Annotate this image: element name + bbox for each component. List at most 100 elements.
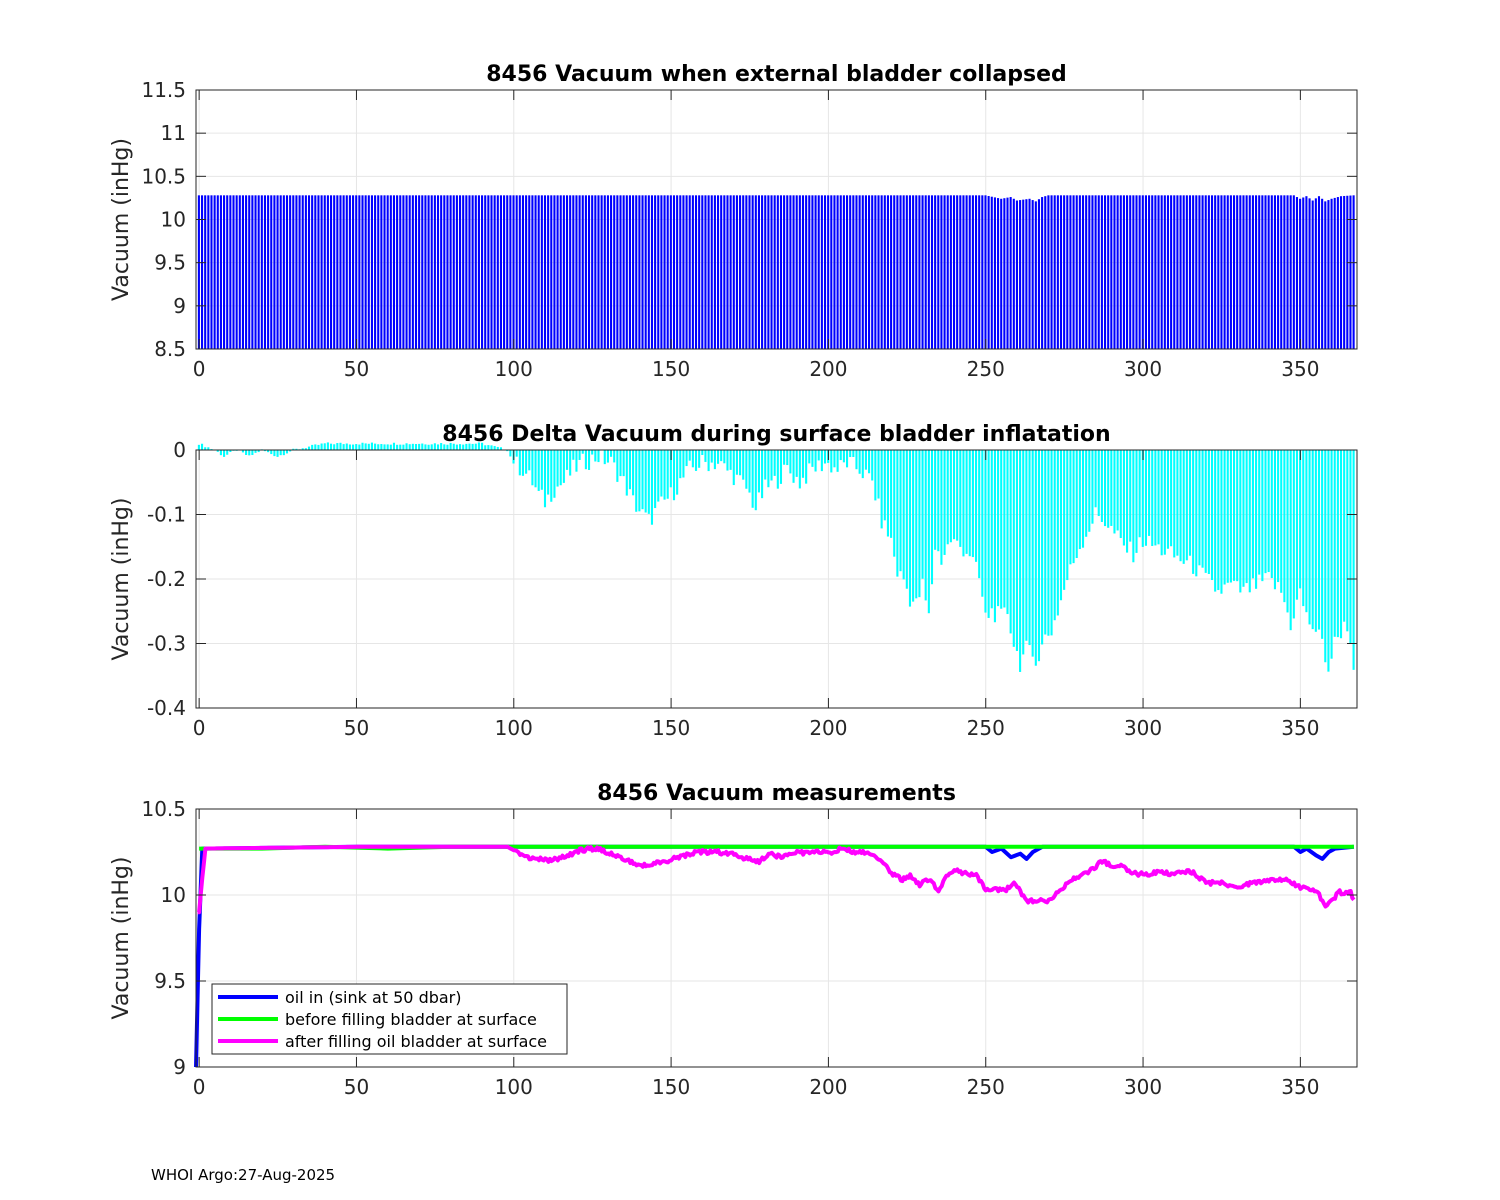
bar bbox=[946, 195, 949, 349]
bar bbox=[679, 450, 682, 479]
bar bbox=[940, 195, 943, 349]
bar bbox=[1116, 195, 1119, 349]
bar bbox=[597, 450, 600, 463]
bar bbox=[311, 444, 314, 450]
bar bbox=[616, 195, 619, 349]
bar bbox=[562, 195, 565, 349]
bar bbox=[1163, 450, 1166, 555]
bar bbox=[1251, 450, 1254, 579]
bar bbox=[1081, 450, 1085, 548]
bar bbox=[676, 450, 679, 495]
bar bbox=[1097, 450, 1100, 517]
bar bbox=[386, 195, 389, 349]
footer-credit: WHOI Argo:27-Aug-2025 bbox=[151, 1166, 336, 1184]
bar bbox=[1286, 195, 1289, 349]
bar bbox=[839, 450, 842, 461]
bar bbox=[1170, 195, 1173, 349]
bar bbox=[414, 195, 418, 349]
bar bbox=[219, 450, 222, 456]
bar bbox=[1339, 196, 1343, 349]
bar bbox=[241, 450, 244, 453]
bar bbox=[801, 195, 805, 349]
bar bbox=[578, 195, 581, 349]
x-tick-label: 0 bbox=[193, 1075, 206, 1099]
bar bbox=[845, 450, 849, 468]
bar bbox=[650, 195, 654, 349]
bar bbox=[764, 195, 767, 349]
bar bbox=[817, 195, 820, 349]
bar bbox=[1059, 195, 1063, 349]
bar bbox=[723, 450, 726, 464]
bar bbox=[333, 195, 336, 349]
x-tick-label: 200 bbox=[809, 716, 847, 740]
bar bbox=[808, 195, 811, 349]
bar bbox=[1217, 195, 1220, 349]
bar bbox=[1110, 450, 1113, 526]
bar bbox=[713, 450, 716, 470]
bar bbox=[647, 450, 650, 514]
x-tick-label: 150 bbox=[652, 1075, 690, 1099]
bar bbox=[968, 450, 971, 557]
bar bbox=[1270, 450, 1273, 579]
bar bbox=[732, 195, 735, 349]
bar bbox=[625, 195, 628, 349]
bar bbox=[981, 450, 984, 597]
bar bbox=[1207, 450, 1210, 574]
bar bbox=[729, 450, 732, 470]
bar bbox=[559, 450, 562, 486]
bar bbox=[326, 195, 329, 349]
bar bbox=[635, 450, 638, 512]
chart-title: 8456 Vacuum when external bladder collap… bbox=[486, 62, 1067, 87]
bar bbox=[487, 195, 490, 349]
bar bbox=[698, 450, 701, 468]
bar bbox=[418, 195, 421, 349]
bar bbox=[531, 450, 534, 486]
x-tick-label: 50 bbox=[344, 716, 369, 740]
bar bbox=[440, 443, 443, 450]
bar bbox=[1066, 450, 1069, 581]
bar bbox=[660, 450, 663, 497]
x-tick-label: 50 bbox=[344, 357, 369, 381]
bar bbox=[556, 195, 559, 349]
bar bbox=[1022, 450, 1025, 655]
bar bbox=[1308, 198, 1311, 349]
bar bbox=[962, 450, 965, 557]
bar bbox=[635, 195, 638, 349]
bar bbox=[622, 450, 625, 477]
bar bbox=[930, 450, 934, 585]
bar bbox=[1182, 195, 1185, 349]
bar bbox=[974, 450, 978, 562]
bar bbox=[1311, 200, 1314, 349]
bar bbox=[374, 443, 377, 450]
bar bbox=[474, 443, 477, 450]
bar bbox=[915, 450, 918, 599]
bar bbox=[1151, 450, 1154, 546]
bar bbox=[427, 195, 430, 349]
bar bbox=[1063, 450, 1066, 590]
bar bbox=[537, 450, 540, 491]
bar bbox=[1006, 450, 1009, 615]
bar bbox=[654, 195, 657, 349]
bar bbox=[207, 195, 210, 349]
bar bbox=[1110, 195, 1113, 349]
bar bbox=[307, 195, 311, 349]
y-axis-label: Vacuum (inHg) bbox=[109, 498, 134, 661]
bar bbox=[965, 450, 968, 554]
bar bbox=[1072, 195, 1075, 349]
bar bbox=[1170, 450, 1173, 547]
bar bbox=[443, 195, 446, 349]
bar bbox=[720, 450, 723, 462]
bar bbox=[468, 195, 471, 349]
bar bbox=[200, 195, 204, 349]
bar bbox=[1349, 195, 1352, 349]
bar bbox=[471, 443, 474, 450]
bar bbox=[487, 445, 490, 450]
bar bbox=[767, 450, 770, 488]
bar bbox=[1264, 195, 1267, 349]
bar bbox=[707, 450, 710, 472]
bar bbox=[1336, 197, 1339, 349]
bar bbox=[263, 450, 267, 452]
bar bbox=[213, 195, 216, 349]
bar bbox=[927, 450, 930, 614]
bar bbox=[993, 450, 996, 623]
